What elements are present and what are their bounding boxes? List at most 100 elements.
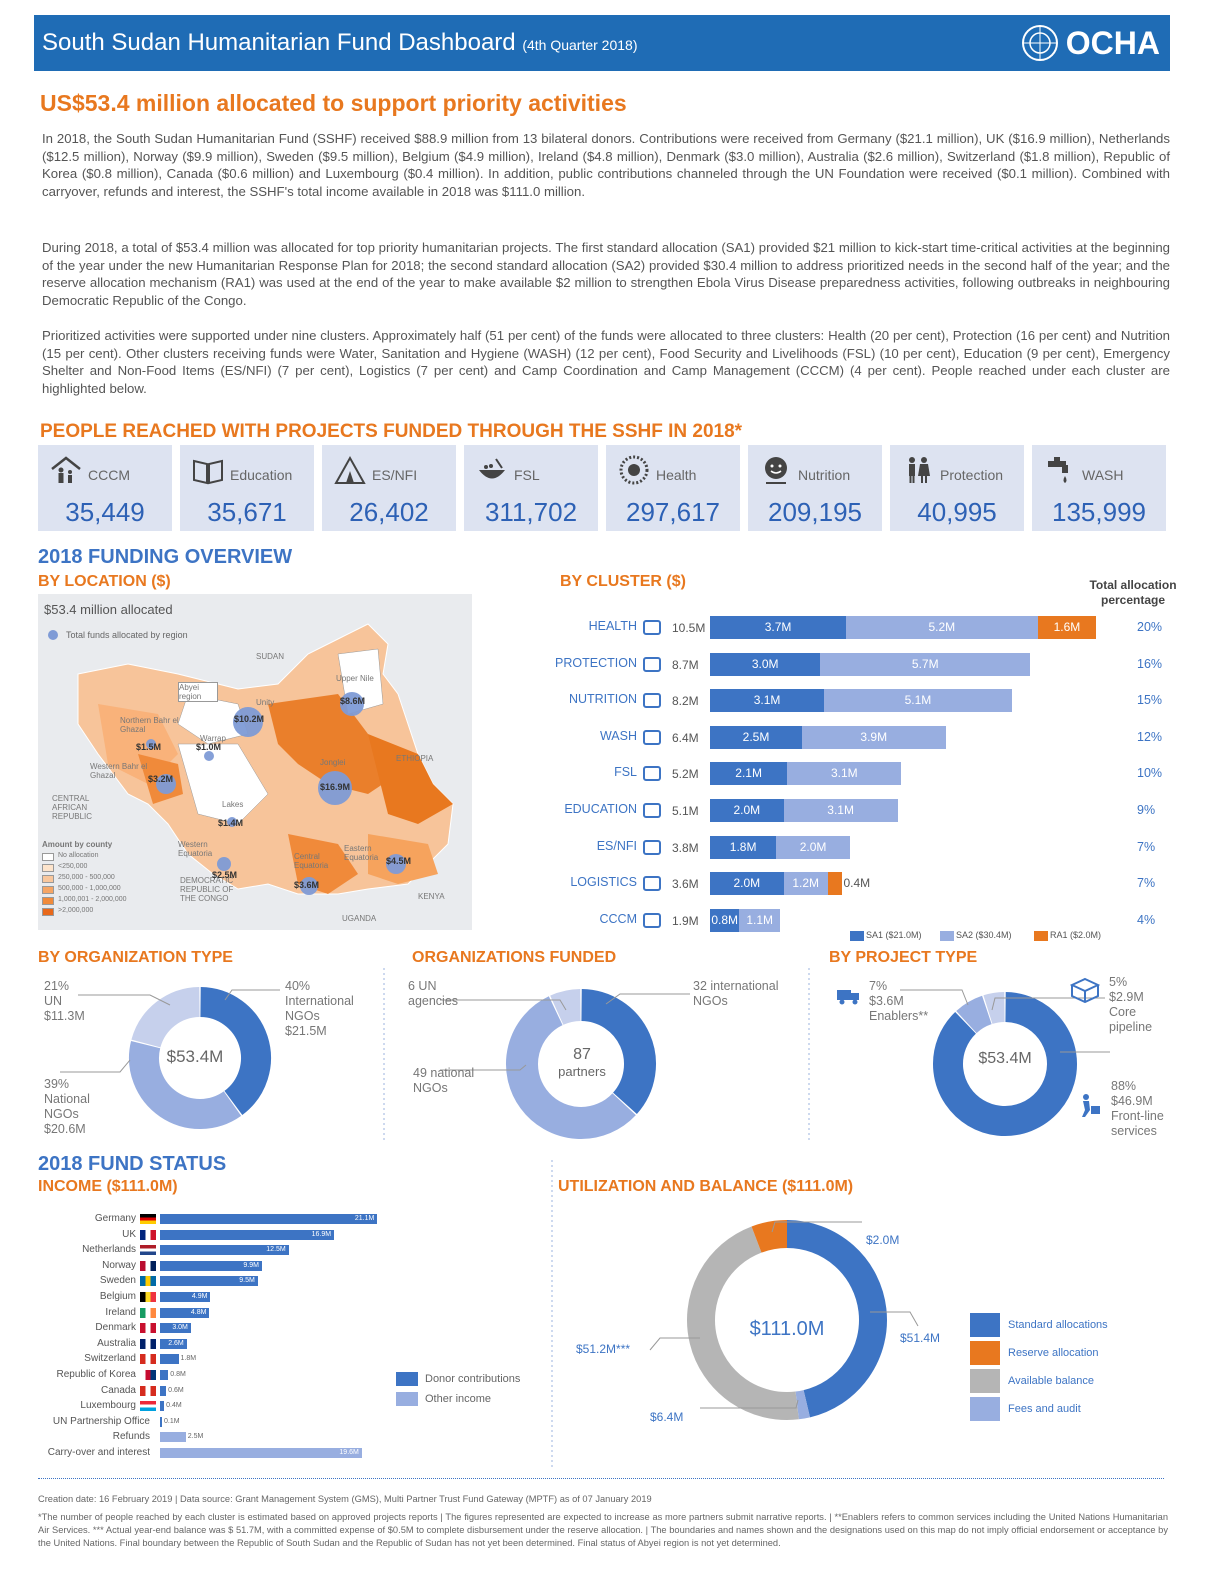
- cluster-bar-sa2: 2.0M: [776, 835, 850, 859]
- intro-paragraph-1: In 2018, the South Sudan Humanitarian Fu…: [42, 131, 1170, 199]
- flag-denmark-icon: [140, 1323, 156, 1334]
- legend-other-label: Other income: [425, 1393, 492, 1405]
- map-legend-total: Total funds allocated by region: [66, 630, 188, 640]
- health-icon: [619, 455, 649, 485]
- cluster-bar-sa1: 3.1M: [710, 689, 825, 713]
- map-legend-item: 250,000 - 500,000: [58, 874, 115, 881]
- cluster-bar-sa2: 3.9M: [802, 725, 946, 749]
- person-cart-icon: [1082, 1094, 1100, 1117]
- map-allocated-label: $53.4 million allocated: [44, 602, 173, 617]
- map-label-we: Western Equatoria: [178, 840, 213, 858]
- people-card-fsl: FSL 311,702: [464, 445, 598, 531]
- leader-line: [224, 989, 280, 1001]
- map-region-value: $8.6M: [340, 696, 366, 706]
- map-legend-swatch: [42, 864, 54, 872]
- cluster-legend-swatch: [850, 931, 864, 941]
- map-label-sudan: SUDAN: [256, 652, 285, 661]
- income-bar: 12.5M: [160, 1245, 289, 1256]
- map-shape: [77, 623, 454, 895]
- core-pipeline-label: 5% $2.9M Core pipeline: [1109, 975, 1153, 1034]
- headline: US$53.4 million allocated to support pri…: [40, 90, 627, 116]
- legend-donor-swatch: [396, 1372, 418, 1386]
- people-card-value: 26,402: [349, 497, 429, 527]
- income-bar: 0.1M: [164, 1417, 180, 1425]
- util-legend-swatch: [970, 1369, 1000, 1393]
- flag-republic-of-korea-icon: [140, 1370, 156, 1380]
- cluster-bar-sa1: 2.0M: [710, 799, 784, 822]
- map-label-ethiopia: ETHIOPIA: [396, 754, 434, 763]
- cluster-total: 10.5M: [672, 621, 706, 635]
- by-cluster-title: BY CLUSTER ($): [560, 573, 686, 590]
- health-icon: [643, 620, 661, 635]
- cluster-percent: 16%: [1137, 656, 1163, 671]
- cluster-label: NUTRITION: [568, 692, 637, 707]
- income-bar: 19.6M: [160, 1448, 362, 1458]
- dashboard-title: South Sudan Humanitarian Fund Dashboard …: [42, 29, 638, 56]
- map-label-wbg: Western Bahr el Ghazal: [90, 762, 148, 780]
- intro-paragraph-3: Prioritized activities were supported un…: [42, 328, 1170, 396]
- orgs-funded-title: ORGANIZATIONS FUNDED: [412, 949, 617, 966]
- people-card-value: 209,195: [768, 497, 862, 527]
- income-label: Germany: [94, 1213, 136, 1224]
- cluster-percent: 4%: [1137, 912, 1156, 927]
- income-bar: 9.9M: [160, 1260, 262, 1271]
- map-label-kenya: KENYA: [418, 892, 445, 901]
- income-bar-mark: [160, 1354, 179, 1365]
- cluster-label: FSL: [614, 765, 637, 780]
- cluster-bar-sa1: 3.0M: [710, 652, 821, 676]
- map-label-jonglei: Jonglei: [320, 758, 346, 767]
- people-card-health: Health 297,617: [606, 445, 740, 531]
- util-legend-label: Standard allocations: [1008, 1319, 1108, 1331]
- people-card-esnfi: ES/NFI 26,402: [322, 445, 456, 531]
- cluster-label: ES/NFI: [596, 838, 637, 853]
- legend-other-swatch: [396, 1392, 418, 1406]
- people-card-value: 135,999: [1052, 497, 1146, 527]
- people-card-value: 35,671: [207, 497, 287, 527]
- orgs-national-label: 49 national NGOs: [413, 1066, 475, 1095]
- nutrition-icon: [643, 693, 661, 709]
- util-standard-label: $51.4M: [900, 1331, 941, 1345]
- ocha-logo: OCHA: [1020, 23, 1160, 63]
- map-region-value: $3.6M: [294, 880, 320, 890]
- cluster-legend-swatch: [1034, 931, 1048, 941]
- org-type-slice-2: [131, 987, 201, 1049]
- cluster-label: LOGISTICS: [570, 875, 637, 890]
- income-label: Canada: [100, 1384, 136, 1396]
- cluster-total: 3.8M: [672, 840, 699, 855]
- truck-icon: [837, 990, 859, 1005]
- flag-belgium-icon: [140, 1292, 156, 1302]
- income-label: Refunds: [112, 1431, 150, 1443]
- map-label-uganda: UGANDA: [342, 914, 377, 923]
- util-legend-label: Fees and audit: [1008, 1403, 1081, 1415]
- un-emblem-icon: [1021, 25, 1058, 61]
- people-card-cccm: CCCM 35,449: [38, 445, 172, 531]
- map-label-ce: Central Equatoria: [294, 852, 329, 870]
- income-label: Ireland: [105, 1306, 136, 1318]
- map-label-abyei: Abyei region: [178, 682, 218, 702]
- income-bar: 2.6M: [160, 1338, 187, 1349]
- project-type-slice-2: [983, 992, 1006, 1025]
- income-bar: 0.8M: [170, 1371, 186, 1378]
- income-label: UN Partnership Office: [52, 1415, 150, 1427]
- income-title: INCOME ($111.0M): [38, 1178, 178, 1195]
- cluster-bar-sa2: 3.1M: [783, 799, 898, 822]
- map-legend-swatch: [42, 908, 54, 916]
- income-bar: 2.5M: [187, 1433, 204, 1441]
- income-bar-mark: [160, 1416, 162, 1427]
- org-intl-label: 40% International NGOs $21.5M: [285, 979, 354, 1038]
- cluster-total: 8.2M: [672, 694, 699, 709]
- cluster-percent: 15%: [1137, 693, 1163, 708]
- flag-australia-icon: [140, 1338, 156, 1349]
- map-region-value: $1.0M: [196, 742, 222, 752]
- cluster-total: 8.7M: [672, 657, 699, 672]
- shelter-family-icon: [51, 456, 81, 483]
- header-banner: South Sudan Humanitarian Fund Dashboard …: [34, 15, 1170, 71]
- util-reserve-label: $2.0M: [866, 1233, 900, 1247]
- people-card-label: FSL: [514, 467, 540, 483]
- cluster-label: EDUCATION: [564, 802, 637, 816]
- income-bar: 9.5M: [160, 1276, 258, 1287]
- cluster-bar-sa2: 5.7M: [820, 652, 1031, 676]
- footer-notes: *The number of people reached by each cl…: [38, 1512, 1168, 1548]
- cluster-percent: 7%: [1137, 876, 1156, 891]
- orgs-center-count: 87: [573, 1046, 591, 1063]
